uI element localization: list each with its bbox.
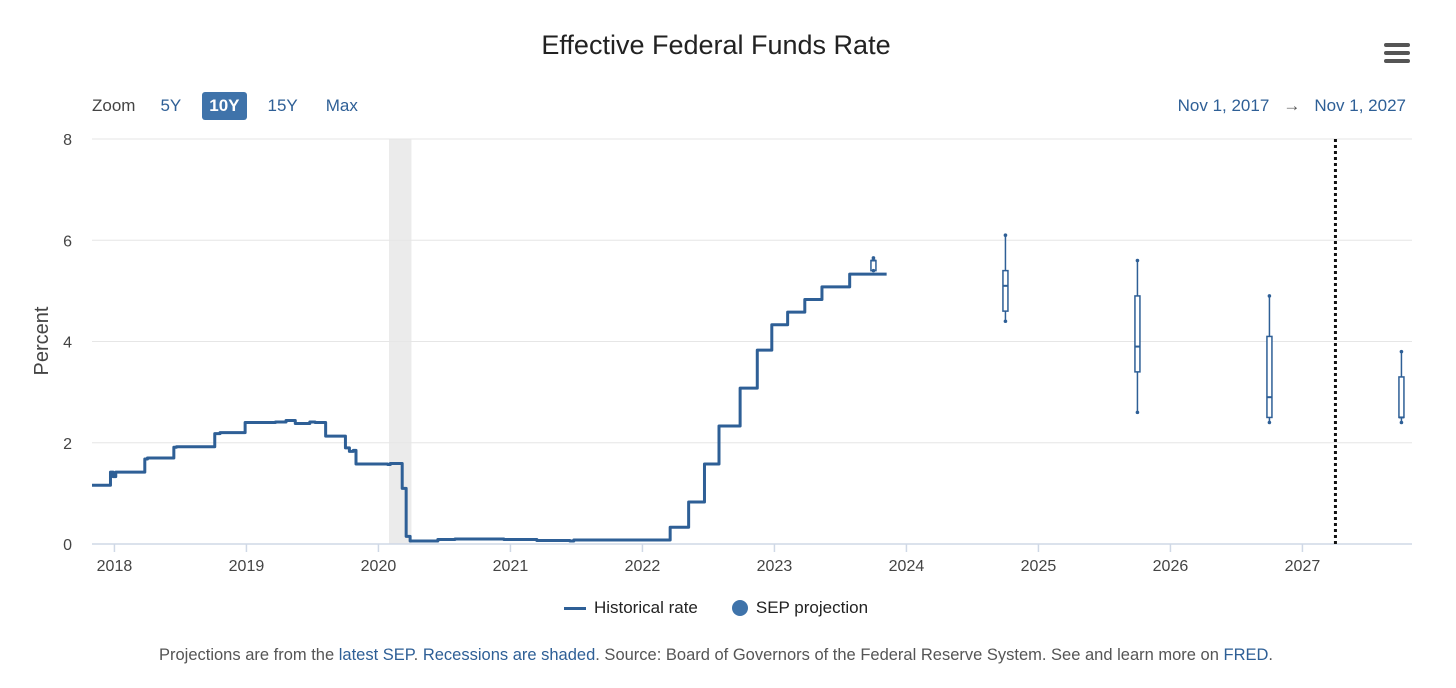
- projection-max-point: [1267, 294, 1272, 298]
- projection-min-point: [1399, 420, 1404, 425]
- zoom-label: Zoom: [92, 96, 136, 115]
- y-tick-label: 0: [63, 537, 72, 554]
- footer-text-3: . Source: Board of Governors of the Fede…: [595, 646, 1224, 664]
- projection-max-point: [1399, 349, 1404, 354]
- latest-sep-link[interactable]: latest SEP: [338, 646, 414, 664]
- range-from[interactable]: Nov 1, 2017: [1177, 96, 1270, 115]
- chart-legend: Historical rate SEP projection: [0, 598, 1432, 618]
- projection-min-point: [1003, 319, 1008, 324]
- projection-min-point: [1135, 410, 1140, 415]
- x-tick-label: 2025: [1021, 558, 1057, 575]
- zoom-controls: Zoom 5Y 10Y 15Y Max: [92, 92, 379, 120]
- legend-sep-projection[interactable]: SEP projection: [731, 598, 869, 618]
- line-swatch-icon: [563, 606, 586, 610]
- footer-text-2: .: [413, 646, 423, 664]
- projection-box[interactable]: [1398, 376, 1405, 419]
- chart-canvas: Percent 0 2 4 6 8 2018 2019 2020 2021 2022 2023 202…: [31, 132, 1412, 575]
- y-tick-label: 8: [63, 132, 72, 149]
- date-range: Nov 1, 2017 → Nov 1, 2027: [1178, 96, 1406, 116]
- projection-max-point: [871, 256, 876, 260]
- chart-title: Effective Federal Funds Rate: [541, 30, 891, 60]
- projection-box[interactable]: [1002, 269, 1009, 312]
- y-axis-label: Percent: [31, 306, 53, 375]
- y-tick-label: 2: [63, 436, 72, 453]
- projection-min-point: [871, 268, 876, 273]
- historical-rate-line: [92, 272, 887, 543]
- footer-text-1: Projections are from the: [158, 646, 339, 664]
- projection-max-point: [1135, 258, 1140, 263]
- zoom-max-button[interactable]: Max: [325, 96, 358, 115]
- x-tick-label: 2021: [493, 558, 529, 575]
- range-to[interactable]: Nov 1, 2027: [1314, 96, 1406, 115]
- legend-historical-label: Historical rate: [593, 598, 698, 617]
- zoom-10y-button[interactable]: 10Y: [202, 92, 247, 120]
- hamburger-menu-icon[interactable]: [1384, 43, 1410, 63]
- projection-box[interactable]: [1266, 335, 1273, 419]
- fred-link[interactable]: FRED: [1223, 646, 1269, 664]
- x-tick-label: 2020: [361, 558, 397, 575]
- y-tick-label: 6: [63, 233, 72, 250]
- x-tick-label: 2022: [625, 558, 661, 575]
- x-tick-label: 2023: [757, 558, 793, 575]
- y-tick-label: 4: [63, 335, 72, 352]
- recessions-link[interactable]: Recessions are shaded: [422, 646, 596, 664]
- x-tick-label: 2024: [889, 558, 925, 575]
- x-tick-label: 2018: [97, 558, 133, 575]
- legend-historical-rate[interactable]: Historical rate: [563, 598, 698, 618]
- legend-projection-label: SEP projection: [755, 598, 869, 617]
- circle-swatch-icon: [731, 600, 748, 616]
- projection-max-point: [1003, 233, 1008, 237]
- chart-footer: Projections are from the latest SEP. Rec…: [0, 646, 1432, 665]
- x-tick-label: 2026: [1153, 558, 1189, 575]
- footer-text-4: .: [1268, 646, 1274, 664]
- projection-box[interactable]: [1134, 295, 1141, 373]
- arrow-right-icon: →: [1283, 96, 1301, 115]
- projection-min-point: [1267, 420, 1272, 425]
- zoom-5y-button[interactable]: 5Y: [160, 96, 182, 115]
- zoom-15y-button[interactable]: 15Y: [267, 96, 298, 115]
- x-tick-label: 2027: [1285, 558, 1321, 575]
- x-tick-label: 2019: [229, 558, 265, 575]
